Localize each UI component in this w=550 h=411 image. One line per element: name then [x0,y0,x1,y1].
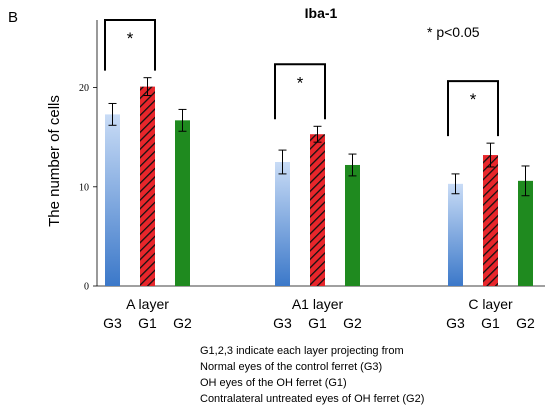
series-label: G1 [481,315,500,331]
bar-g3 [448,183,463,286]
significance-star: * [470,90,477,109]
footnote-line: Contralateral untreated eyes of OH ferre… [200,393,425,405]
bar-g1 [140,86,155,286]
series-label: G3 [273,315,292,331]
significance-bracket [447,80,499,137]
series-label: G2 [516,315,535,331]
bar-g1 [310,134,325,286]
series-label: G2 [343,315,362,331]
bar-g1 [483,155,498,286]
bar-g3 [275,162,290,286]
bar-g2 [175,120,190,286]
y-ticks: 0 10 20 [79,83,97,293]
significance-bracket [274,63,326,120]
panel-label: B [8,9,18,26]
y-axis-label: The number of cells [46,95,63,227]
category-label: C layer [468,296,513,312]
bar-g3 [105,114,120,286]
error-bars [108,77,530,197]
category-label: A layer [126,296,169,312]
significance-note: * p<0.05 [427,24,480,40]
footnote-line: OH eyes of the OH ferret (G1) [200,377,347,389]
category-label: A1 layer [292,296,344,312]
significance-bracket [104,19,156,71]
bar-g2 [345,164,360,286]
series-label: G3 [446,315,465,331]
footnote-line: Normal eyes of the control ferret (G3) [200,361,383,373]
chart-title: Iba-1 [305,5,338,21]
y-tick-label: 0 [84,282,89,293]
significance-star: * [297,73,304,92]
series-label: G1 [308,315,327,331]
footnote: G1,2,3 indicate each layer projecting fr… [200,343,424,407]
series-label: G1 [138,315,157,331]
y-tick-label: 20 [79,83,89,94]
series-label: G2 [173,315,192,331]
bar-g2 [518,180,533,286]
significance-star: * [127,29,134,48]
significance-markers: * * * [104,19,499,137]
y-tick-label: 10 [79,182,89,193]
footnote-line: G1,2,3 indicate each layer projecting fr… [200,345,404,357]
series-label: G3 [103,315,122,331]
bars [105,86,533,286]
